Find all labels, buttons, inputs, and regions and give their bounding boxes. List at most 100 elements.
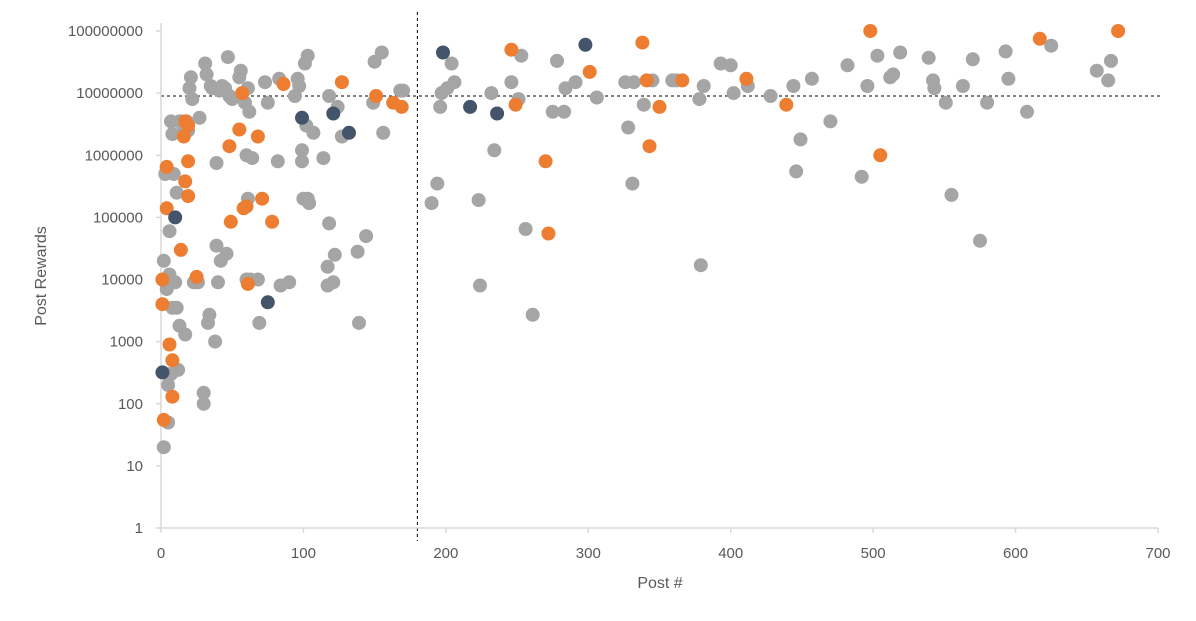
data-point-orange	[508, 97, 523, 112]
axes	[160, 23, 1158, 529]
data-point-grey	[444, 56, 459, 71]
data-point-navy	[295, 110, 309, 125]
data-point-orange	[159, 201, 174, 216]
data-point-grey	[621, 120, 636, 135]
data-point-orange	[639, 73, 654, 88]
data-point-orange	[675, 73, 690, 88]
data-point-grey	[726, 86, 741, 101]
data-point-grey	[202, 307, 217, 322]
data-point-orange	[181, 189, 196, 204]
data-point-grey	[178, 327, 193, 342]
y-tick-label: 100000000	[68, 23, 143, 40]
data-point-grey	[322, 89, 337, 103]
data-point-grey	[208, 334, 223, 349]
data-point-grey	[636, 97, 651, 112]
data-point-grey	[973, 233, 987, 248]
data-point-grey	[211, 275, 225, 290]
data-point-orange	[222, 139, 237, 154]
data-point-navy	[155, 365, 170, 380]
x-tick-label: 300	[576, 545, 601, 562]
data-point-grey	[921, 50, 936, 65]
data-point-grey	[322, 216, 337, 231]
data-point-grey	[625, 176, 640, 191]
data-point-orange	[181, 118, 196, 133]
data-point-orange	[642, 139, 657, 154]
data-point-grey	[1044, 38, 1059, 53]
data-point-orange	[165, 389, 180, 404]
data-point-orange	[232, 122, 247, 137]
data-point-grey	[1020, 104, 1034, 119]
data-point-orange	[873, 148, 888, 163]
data-point-grey	[326, 275, 341, 290]
data-point-orange	[582, 64, 597, 79]
data-point-grey	[804, 71, 819, 86]
data-point-grey	[893, 45, 908, 60]
data-point-grey	[350, 244, 365, 259]
data-point-orange	[176, 129, 191, 144]
data-point-navy	[463, 99, 478, 114]
y-tick-label: 100000	[93, 209, 143, 226]
data-point-navy	[436, 45, 450, 60]
data-point-grey	[693, 258, 708, 273]
data-point-grey	[789, 164, 804, 179]
data-point-grey	[196, 385, 211, 400]
data-point-grey	[233, 63, 248, 78]
data-point-grey	[376, 125, 391, 140]
data-point-grey	[840, 58, 855, 73]
data-point-grey	[219, 246, 234, 261]
data-point-orange	[155, 272, 170, 287]
data-point-grey	[192, 110, 207, 125]
data-point-grey	[209, 238, 224, 253]
data-point-orange	[394, 99, 409, 114]
data-point-grey	[938, 95, 953, 110]
data-point-grey	[430, 176, 445, 191]
data-point-orange	[276, 77, 291, 91]
data-point-grey	[183, 70, 198, 85]
data-point-orange	[1111, 24, 1126, 38]
data-point-orange	[504, 42, 519, 57]
data-point-grey	[557, 104, 572, 119]
data-point-grey	[252, 315, 267, 330]
x-tick-label: 200	[433, 545, 458, 562]
data-point-grey	[156, 253, 171, 268]
data-point-orange	[739, 71, 754, 86]
data-point-orange	[239, 199, 254, 214]
data-point-grey	[302, 196, 317, 211]
x-axis-ticks: 0 100 200 300 400 500 600 700	[157, 528, 1171, 562]
data-point-grey	[886, 67, 901, 82]
data-point-orange	[223, 214, 238, 229]
data-point-orange	[165, 353, 180, 368]
data-point-grey	[199, 67, 214, 82]
data-point-grey	[245, 151, 260, 166]
data-point-grey	[270, 154, 285, 169]
data-point-grey	[927, 81, 942, 96]
data-point-grey	[220, 50, 235, 65]
data-point-grey	[162, 224, 177, 239]
x-tick-label: 100	[291, 545, 316, 562]
data-point-orange	[652, 99, 667, 114]
data-point-orange	[189, 269, 204, 284]
data-point-grey	[550, 53, 564, 68]
data-point-grey	[568, 75, 583, 90]
data-point-grey	[723, 58, 738, 73]
data-point-grey	[168, 275, 183, 290]
data-point-grey	[860, 79, 875, 93]
data-point-grey	[185, 92, 200, 107]
y-tick-label: 1000	[110, 334, 143, 351]
data-point-grey	[198, 56, 213, 71]
data-point-grey	[1089, 63, 1104, 78]
data-point-navy	[168, 210, 183, 225]
data-point-orange	[334, 75, 349, 90]
data-point-grey	[374, 45, 389, 60]
data-point-orange	[235, 86, 250, 101]
data-point-grey	[295, 154, 309, 169]
data-point-grey	[1101, 73, 1116, 88]
data-point-grey	[518, 222, 533, 236]
data-point-orange	[779, 97, 794, 112]
data-point-orange	[178, 174, 193, 189]
reference-lines	[161, 12, 1163, 541]
data-point-grey	[433, 99, 448, 114]
data-point-grey	[165, 127, 180, 141]
data-point-grey	[823, 114, 838, 129]
data-point-grey	[870, 48, 885, 63]
